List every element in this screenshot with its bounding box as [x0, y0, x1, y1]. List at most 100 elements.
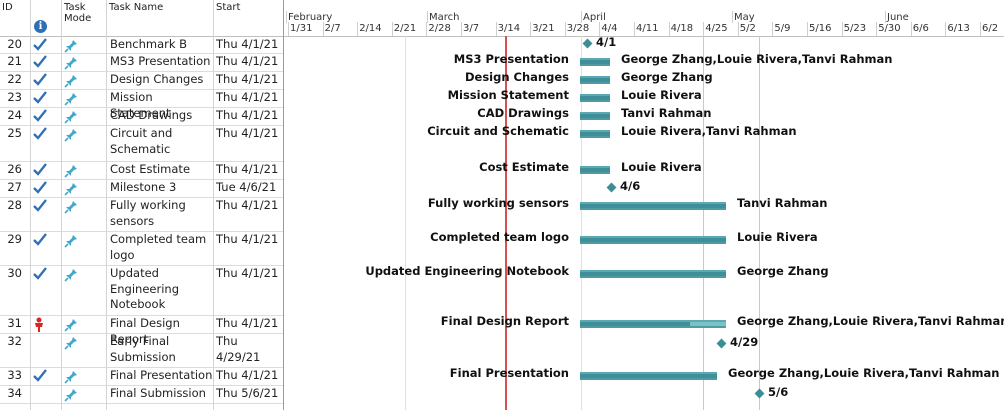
info-icon[interactable]: i: [34, 20, 47, 33]
checkmark-icon[interactable]: [33, 109, 49, 123]
start-date-cell[interactable]: Thu 4/1/21: [216, 90, 279, 104]
pushpin-icon[interactable]: [64, 336, 78, 350]
milestone-marker[interactable]: [754, 388, 765, 399]
table-row[interactable]: 33 Final Presentation Thu 4/1/21: [0, 367, 283, 386]
table-row[interactable]: 21 MS3 Presentation Thu 4/1/21: [0, 53, 283, 72]
table-row[interactable]: 30 Updated Engineering Notebook Thu 4/1/21: [0, 265, 283, 316]
task-bar[interactable]: [580, 166, 610, 174]
table-row[interactable]: 27 Milestone 3 Tue 4/6/21: [0, 179, 283, 198]
checkmark-icon[interactable]: [33, 163, 49, 177]
table-row[interactable]: 28 Fully working sensors Thu 4/1/21: [0, 197, 283, 232]
checkmark-icon[interactable]: [33, 181, 49, 195]
column-divider[interactable]: [106, 0, 107, 36]
milestone-marker[interactable]: [606, 182, 617, 193]
pushpin-icon[interactable]: [64, 74, 78, 88]
start-date-cell[interactable]: Thu 4/1/21: [216, 232, 279, 246]
table-row[interactable]: 23 Mission Statement Thu 4/1/21: [0, 89, 283, 120]
start-date-cell[interactable]: Thu 4/29/21: [216, 334, 261, 364]
start-date-cell[interactable]: Thu 4/1/21: [216, 198, 279, 212]
task-bar[interactable]: [580, 112, 610, 120]
start-column-header[interactable]: Start: [216, 2, 241, 13]
task-bar[interactable]: [580, 236, 726, 244]
table-row[interactable]: 22 Design Changes Thu 4/1/21: [0, 71, 283, 90]
table-row[interactable]: 29 Completed team logo Thu 4/1/21: [0, 231, 283, 266]
task-name-cell[interactable]: Cost Estimate: [110, 162, 191, 176]
table-row[interactable]: 31 Final Design Report Thu 4/1/21: [0, 315, 283, 346]
pushpin-icon[interactable]: [64, 56, 78, 70]
checkmark-icon[interactable]: [33, 335, 49, 349]
task-name-cell[interactable]: Mission Statement: [110, 90, 171, 120]
task-name-cell[interactable]: Fully working sensors: [110, 198, 186, 228]
task-name-cell[interactable]: Milestone 3: [110, 180, 177, 194]
pushpin-icon[interactable]: [64, 318, 78, 332]
column-divider[interactable]: [213, 0, 214, 36]
start-date-cell[interactable]: Thu 4/1/21: [216, 54, 279, 68]
task-bar[interactable]: [580, 270, 726, 278]
task-bar[interactable]: [580, 372, 717, 380]
pushpin-icon[interactable]: [64, 39, 78, 53]
start-date-cell[interactable]: Thu 4/1/21: [216, 266, 279, 280]
table-row[interactable]: 34 Final Submission Thu 5/6/21: [0, 385, 283, 404]
task-bar[interactable]: [580, 130, 610, 138]
checkmark-icon[interactable]: [33, 91, 49, 105]
start-date-cell[interactable]: Thu 4/1/21: [216, 162, 279, 176]
start-date-cell[interactable]: Thu 4/1/21: [216, 108, 279, 122]
start-date-cell[interactable]: Thu 4/1/21: [216, 72, 279, 86]
task-bar[interactable]: [580, 76, 610, 84]
pushpin-icon[interactable]: [64, 200, 78, 214]
checkmark-icon[interactable]: [33, 267, 49, 281]
task-name-cell[interactable]: Updated Engineering Notebook: [110, 266, 179, 311]
pushpin-icon[interactable]: [64, 128, 78, 142]
task-name-cell[interactable]: Circuit and Schematic: [110, 126, 173, 156]
pushpin-icon[interactable]: [64, 92, 78, 106]
checkmark-icon[interactable]: [33, 55, 49, 69]
task-bar[interactable]: [580, 58, 610, 66]
task-name-cell[interactable]: Final Design Report: [110, 316, 184, 346]
task-name-cell[interactable]: CAD Drawings: [110, 108, 193, 122]
checkmark-icon[interactable]: [33, 387, 49, 401]
checkmark-icon[interactable]: [33, 38, 49, 52]
pushpin-icon[interactable]: [64, 370, 78, 384]
gantt-chart[interactable]: 1/31 2/7 2/14 2/21 2/28 3/7 3/14 3/21 3/28 4/4 4/1…: [283, 0, 1004, 410]
table-row[interactable]: 20 Benchmark B Thu 4/1/21: [0, 36, 283, 54]
checkmark-icon[interactable]: [33, 233, 49, 247]
pushpin-icon[interactable]: [64, 182, 78, 196]
column-divider[interactable]: [30, 0, 31, 36]
checkmark-icon[interactable]: [33, 127, 49, 141]
start-date-cell[interactable]: Thu 4/1/21: [216, 37, 279, 51]
checkmark-icon[interactable]: [33, 369, 49, 383]
checkmark-icon[interactable]: [33, 73, 49, 87]
task-bar[interactable]: [580, 320, 726, 328]
start-date-cell[interactable]: Thu 4/1/21: [216, 126, 279, 140]
pushpin-icon[interactable]: [64, 164, 78, 178]
start-date-cell[interactable]: Thu 5/6/21: [216, 386, 279, 400]
checkmark-icon[interactable]: [33, 199, 49, 213]
task-name-cell[interactable]: Early Final Submission: [110, 334, 176, 364]
task-name-column-header[interactable]: Task Name: [109, 2, 164, 13]
task-name-cell[interactable]: Final Submission: [110, 386, 206, 400]
task-name-cell[interactable]: Design Changes: [110, 72, 204, 86]
table-row[interactable]: 24 CAD Drawings Thu 4/1/21: [0, 107, 283, 126]
task-name-cell[interactable]: Completed team logo: [110, 232, 207, 262]
pushpin-icon[interactable]: [64, 110, 78, 124]
table-row[interactable]: 25 Circuit and Schematic Thu 4/1/21: [0, 125, 283, 162]
task-name-cell[interactable]: MS3 Presentation: [110, 54, 211, 68]
milestone-marker[interactable]: [716, 338, 727, 349]
start-date-cell[interactable]: Thu 4/1/21: [216, 368, 279, 382]
task-name-cell[interactable]: Benchmark B: [110, 37, 188, 51]
id-column-header[interactable]: ID: [2, 2, 13, 13]
pushpin-icon[interactable]: [64, 234, 78, 248]
task-mode-column-header[interactable]: Task Mode: [64, 2, 92, 24]
task-bar[interactable]: [580, 202, 726, 210]
table-row[interactable]: 32 Early Final Submission Thu 4/29/21: [0, 333, 283, 368]
start-date-cell[interactable]: Thu 4/1/21: [216, 316, 279, 330]
pushpin-icon[interactable]: [64, 268, 78, 282]
task-name-cell[interactable]: Final Presentation: [110, 368, 213, 382]
table-row[interactable]: 26 Cost Estimate Thu 4/1/21: [0, 161, 283, 180]
start-date-cell[interactable]: Tue 4/6/21: [216, 180, 277, 194]
pushpin-icon[interactable]: [64, 388, 78, 402]
column-divider[interactable]: [61, 0, 62, 36]
person-indicator-icon[interactable]: [33, 317, 49, 332]
milestone-marker[interactable]: [582, 38, 593, 49]
task-bar[interactable]: [580, 94, 610, 102]
